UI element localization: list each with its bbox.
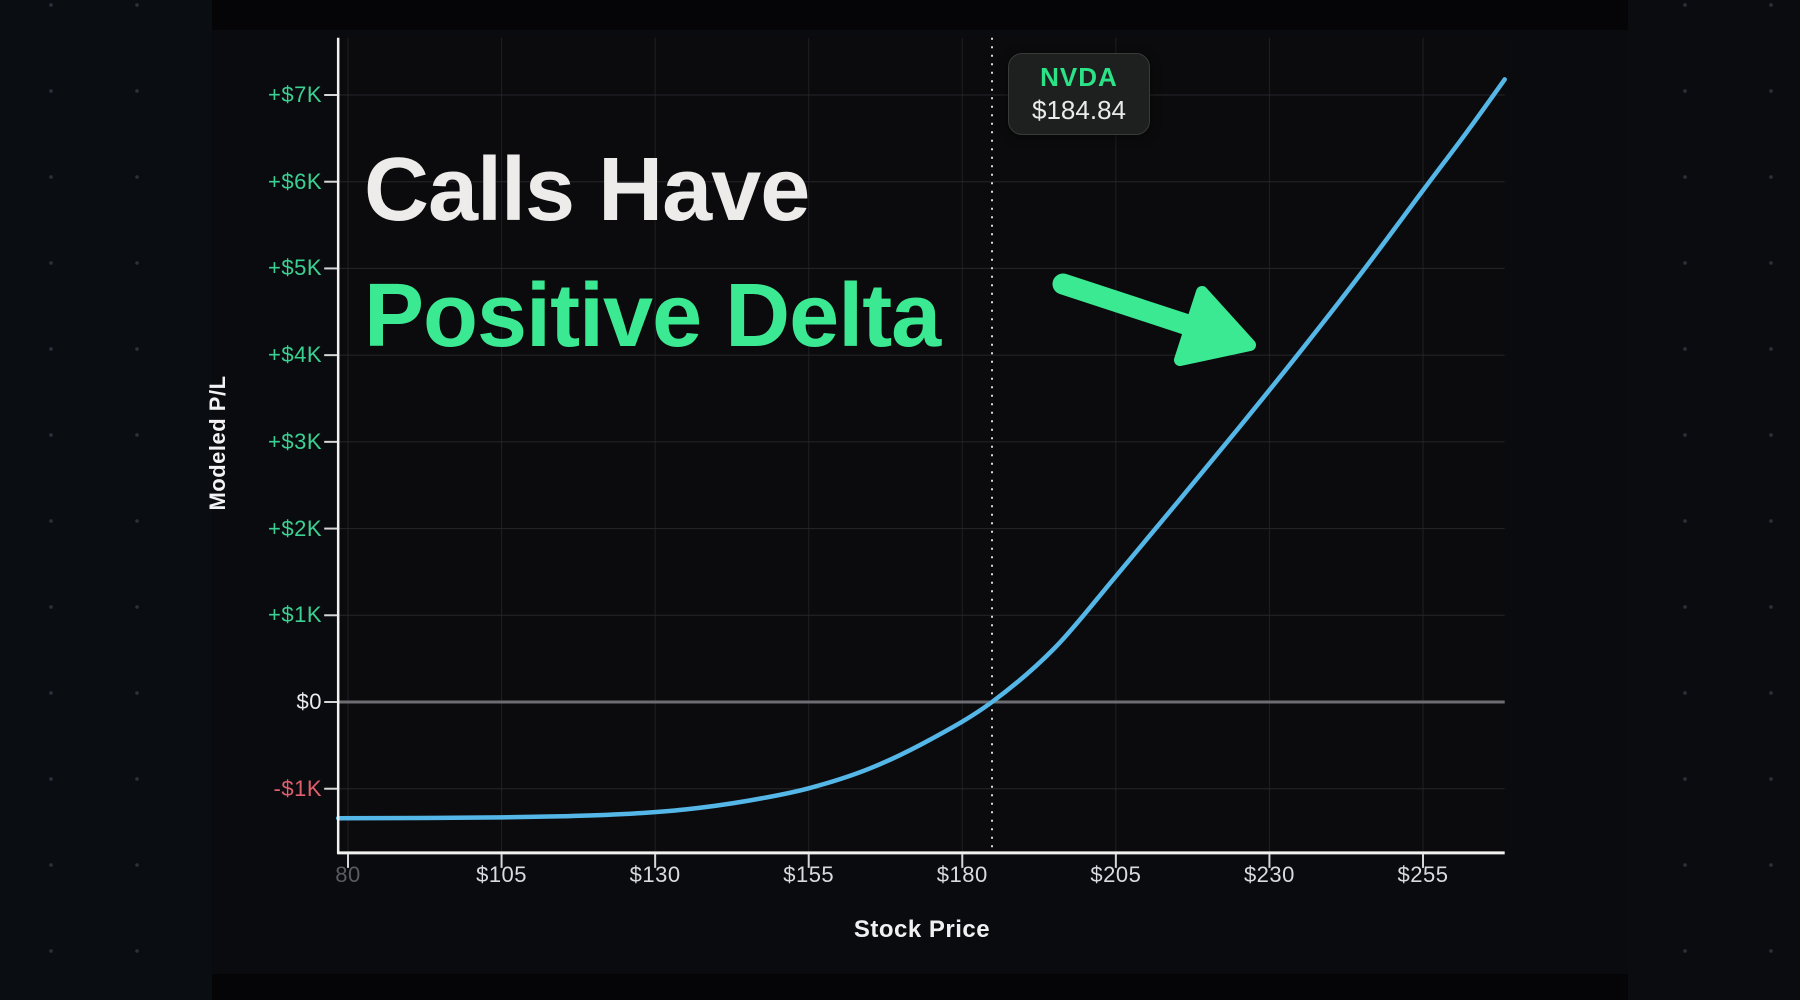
x-tick-label: $180 — [936, 862, 988, 887]
annotation-headline: Calls Have Positive Delta — [364, 138, 941, 368]
x-tick-label: 80 — [335, 862, 361, 887]
y-tick-label: +$4K — [268, 342, 322, 368]
x-tick-label: $205 — [1090, 862, 1142, 887]
annotation-arrow-head — [1174, 286, 1256, 366]
pl-curve — [335, 77, 1507, 821]
x-tick-label: $255 — [1397, 862, 1449, 887]
current-price: $184.84 — [1032, 95, 1126, 125]
y-tick-label: -$1K — [273, 775, 322, 801]
letterbox-top — [0, 0, 1800, 30]
annotation-arrow-shaft — [1052, 273, 1202, 337]
x-tick-label: $230 — [1243, 862, 1295, 887]
y-tick-label: $0 — [296, 689, 322, 714]
headline-line-1: Calls Have — [364, 140, 810, 240]
price-tooltip: NVDA $184.84 — [1008, 53, 1150, 135]
x-tick-label: $155 — [783, 862, 835, 887]
y-axis-title: Modeled P/L — [205, 375, 230, 511]
letterbox-bottom — [0, 974, 1800, 1000]
ticker-symbol: NVDA — [1040, 62, 1118, 92]
y-tick-label: +$1K — [268, 602, 322, 628]
plot-area — [338, 37, 1505, 853]
dot-grid-left — [0, 0, 212, 1000]
x-tick-label: $130 — [629, 862, 681, 887]
y-tick-label: +$5K — [268, 255, 322, 281]
y-tick-label: +$3K — [268, 428, 322, 454]
x-tick-label: $105 — [476, 862, 528, 887]
y-tick-label: +$7K — [268, 82, 322, 107]
y-tick-label: +$2K — [268, 515, 322, 541]
y-tick-label: +$6K — [268, 168, 322, 194]
x-axis-title: Stock Price — [853, 916, 991, 943]
headline-line-2: Positive Delta — [364, 266, 941, 366]
dot-grid-right — [1628, 0, 1800, 1000]
